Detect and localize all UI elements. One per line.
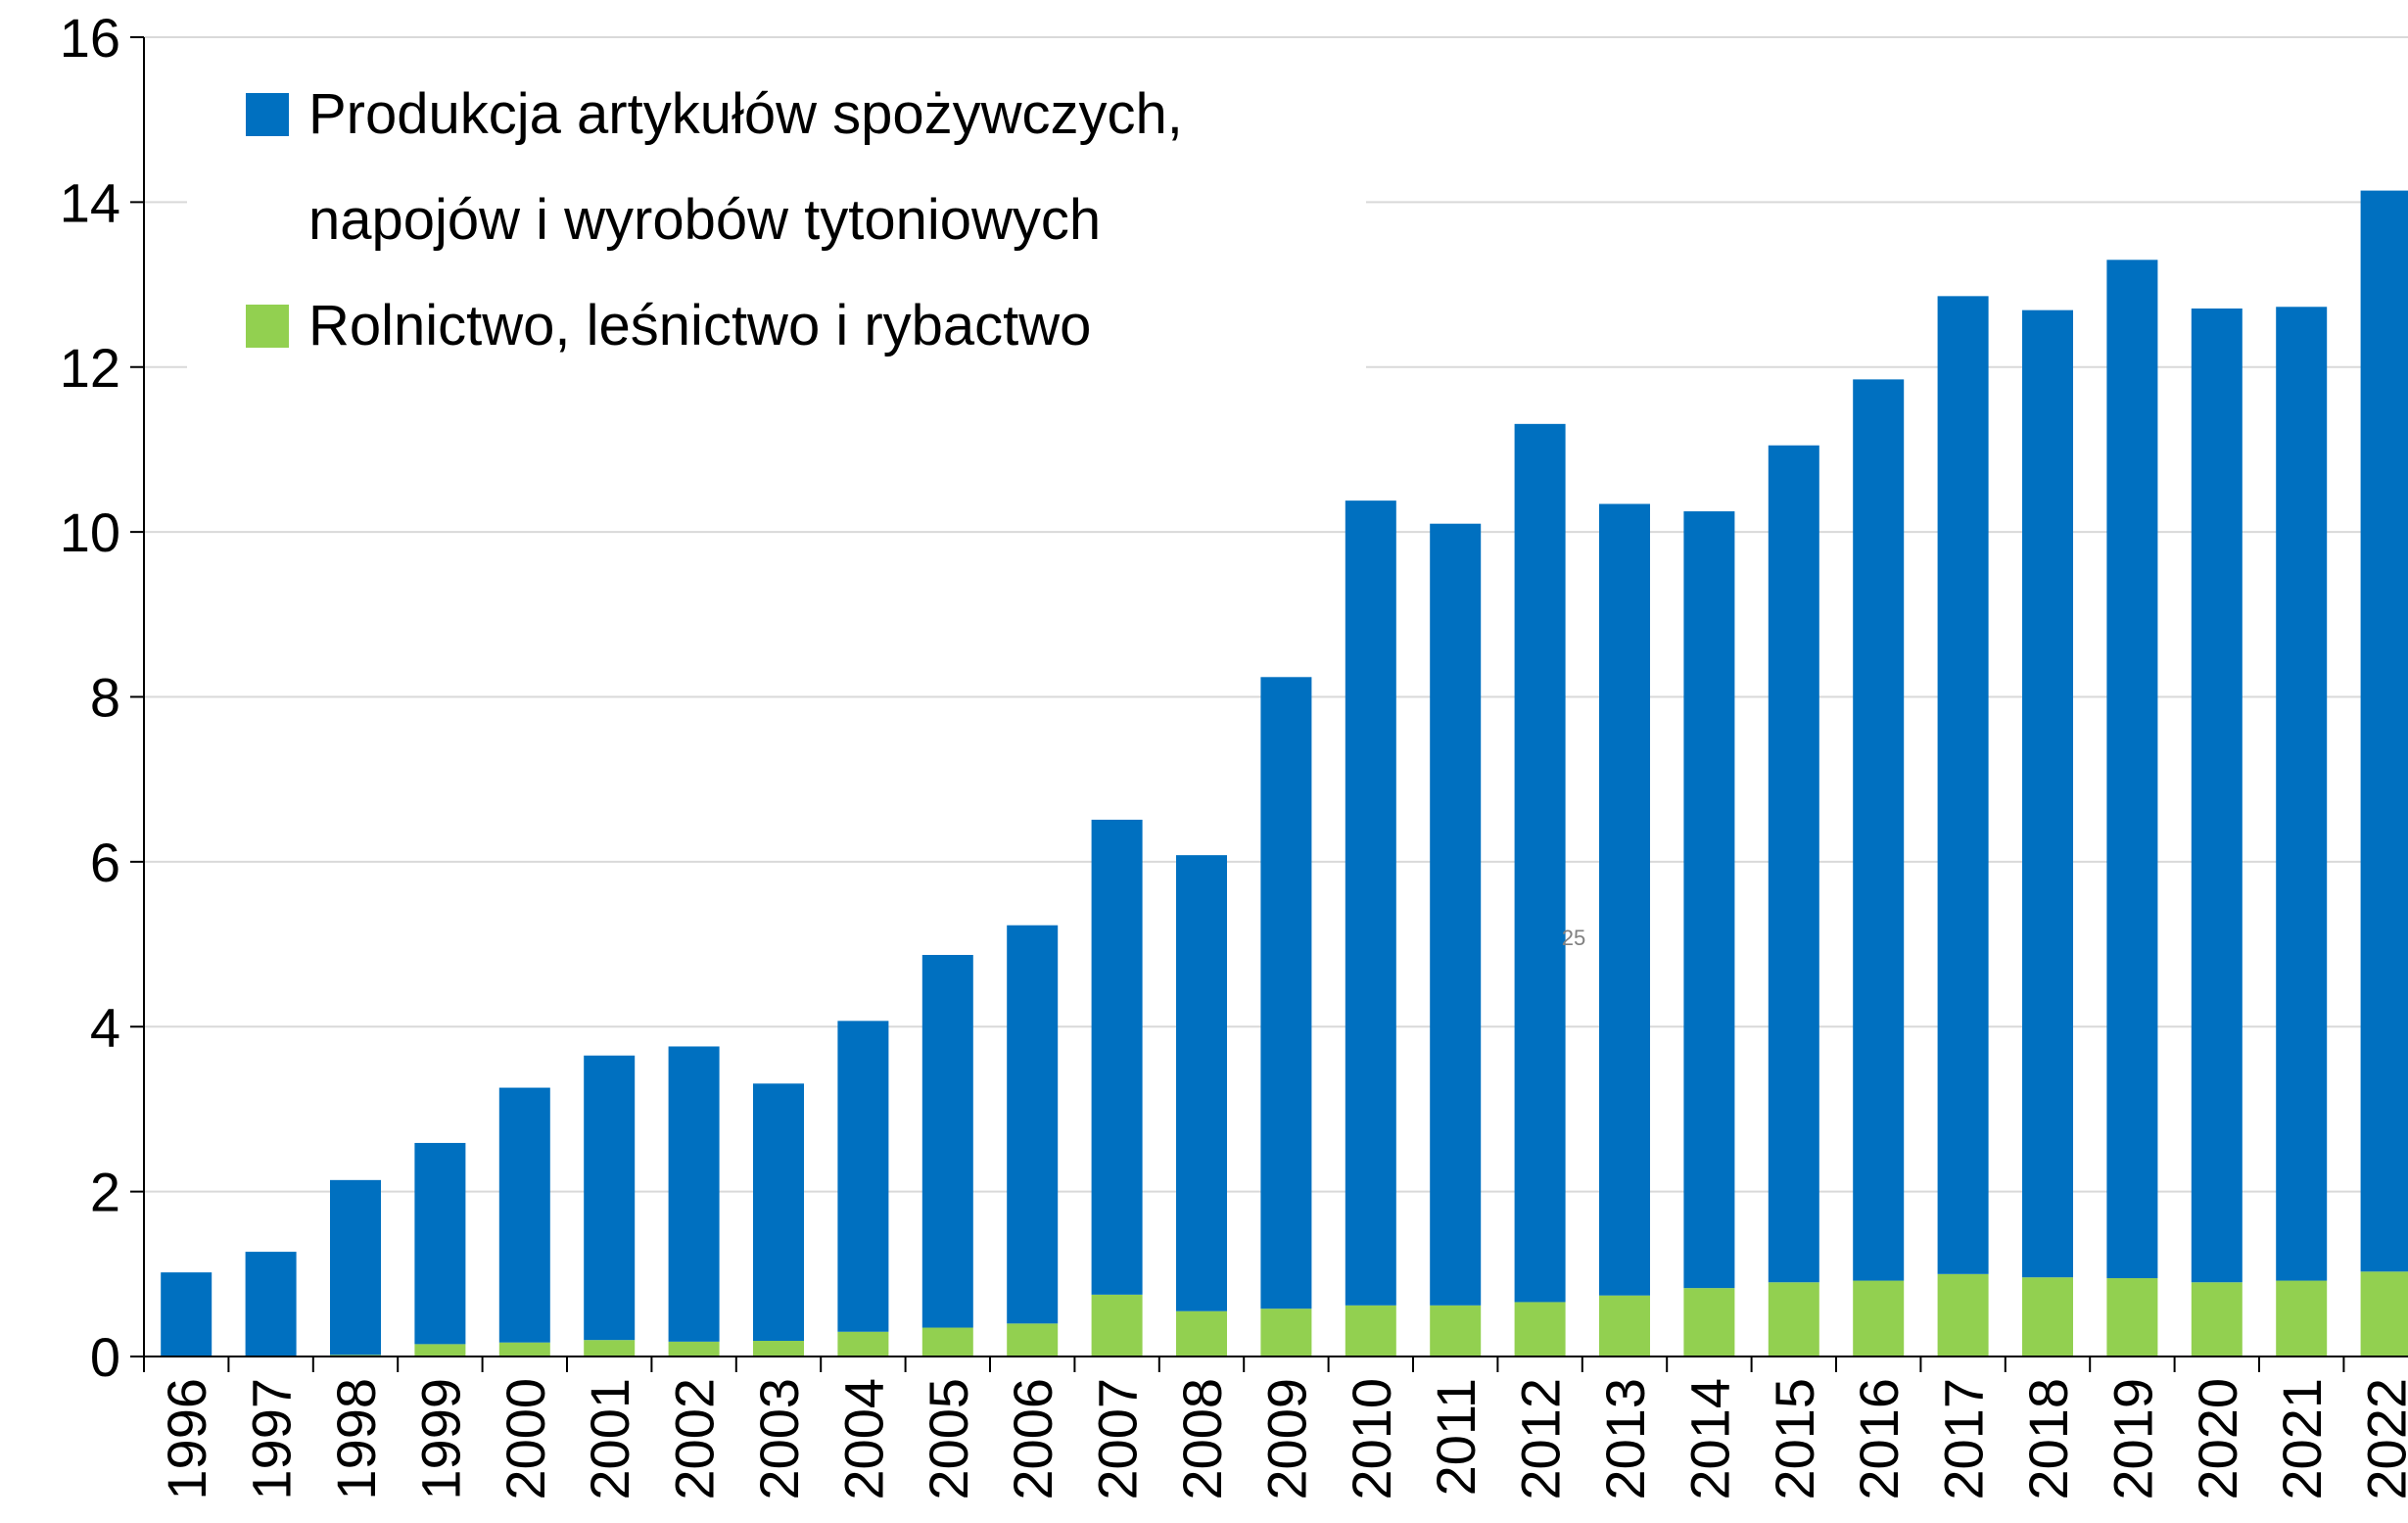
annotation: 25 xyxy=(1562,926,1585,950)
x-tick-label: 2017 xyxy=(1933,1378,1995,1500)
y-tick-label: 0 xyxy=(90,1326,120,1388)
bar xyxy=(1345,500,1396,1306)
x-tick-label: 1999 xyxy=(409,1378,471,1500)
bar xyxy=(584,1340,636,1356)
x-tick-label: 2000 xyxy=(495,1378,556,1500)
bar xyxy=(753,1341,804,1356)
bar xyxy=(1430,1305,1482,1356)
x-tick-label: 2021 xyxy=(2271,1378,2333,1500)
x-tick-label: 2001 xyxy=(579,1378,640,1500)
x-tick-label: 2016 xyxy=(1848,1378,1910,1500)
bar xyxy=(753,1083,804,1342)
bar xyxy=(1007,1323,1059,1356)
x-tick-label: 2020 xyxy=(2187,1378,2248,1500)
bar xyxy=(668,1046,720,1342)
bar xyxy=(2360,1271,2408,1356)
y-tick-label: 8 xyxy=(90,667,120,729)
x-tick-label: 2003 xyxy=(748,1378,810,1500)
bar xyxy=(1430,523,1482,1306)
x-tick-label: 2022 xyxy=(2356,1378,2408,1500)
bar xyxy=(1176,855,1227,1311)
bar xyxy=(330,1179,381,1356)
bar xyxy=(1937,1273,1989,1356)
bar xyxy=(2106,260,2158,1279)
x-tick-label: 2012 xyxy=(1510,1378,1572,1500)
bar xyxy=(1937,296,1989,1274)
legend-item: Rolnictwo, leśnictwo i rybactwo xyxy=(246,273,1346,379)
bar xyxy=(1260,677,1312,1309)
bar xyxy=(2360,190,2408,1272)
x-tick-label: 2006 xyxy=(1002,1378,1063,1500)
y-tick-label: 2 xyxy=(90,1162,120,1223)
x-tick-label: 1996 xyxy=(156,1378,217,1500)
bar xyxy=(584,1055,636,1341)
x-tick-label: 2010 xyxy=(1341,1378,1402,1500)
bar xyxy=(1599,1295,1650,1356)
legend-item: Produkcja artykułów spożywczych, napojów… xyxy=(246,62,1346,273)
bar xyxy=(1514,1302,1566,1356)
x-tick-label: 2015 xyxy=(1764,1378,1825,1500)
bar xyxy=(2276,1280,2328,1356)
bar xyxy=(2022,1277,2073,1356)
bar xyxy=(921,955,973,1328)
x-tick-label: 2008 xyxy=(1171,1378,1233,1500)
x-tick-label: 2002 xyxy=(664,1378,726,1500)
bar xyxy=(1176,1310,1227,1356)
bar xyxy=(498,1087,550,1343)
x-tick-label: 2014 xyxy=(1678,1378,1740,1500)
bar xyxy=(1514,423,1566,1303)
x-tick-label: 2018 xyxy=(2017,1378,2079,1500)
x-tick-label: 2013 xyxy=(1594,1378,1656,1500)
bar xyxy=(2022,309,2073,1278)
y-tick-label: 4 xyxy=(90,996,120,1058)
bar xyxy=(837,1331,889,1356)
bar xyxy=(1768,1282,1819,1356)
bar xyxy=(1007,925,1059,1324)
bar xyxy=(245,1252,297,1356)
bar xyxy=(2276,307,2328,1281)
y-tick-label: 16 xyxy=(60,7,120,69)
bar xyxy=(837,1021,889,1332)
bar xyxy=(498,1342,550,1356)
x-tick-label: 2004 xyxy=(832,1378,894,1500)
bar xyxy=(414,1344,466,1356)
legend-label: Produkcja artykułów spożywczych, napojów… xyxy=(308,82,1183,252)
bar xyxy=(1768,445,1819,1283)
bar xyxy=(414,1142,466,1345)
legend: Produkcja artykułów spożywczych, napojów… xyxy=(187,62,1366,460)
y-tick-label: 10 xyxy=(60,501,120,563)
x-tick-label: 1997 xyxy=(241,1378,303,1500)
y-tick-label: 6 xyxy=(90,832,120,893)
bar xyxy=(1683,511,1735,1289)
legend-swatch xyxy=(246,305,289,348)
bar xyxy=(2106,1278,2158,1356)
x-tick-label: 2007 xyxy=(1087,1378,1149,1500)
bar xyxy=(1260,1309,1312,1356)
bar xyxy=(1683,1288,1735,1356)
x-tick-label: 2019 xyxy=(2101,1378,2163,1500)
x-tick-label: 2011 xyxy=(1425,1378,1487,1496)
x-tick-label: 1998 xyxy=(325,1378,387,1500)
x-tick-label: 2005 xyxy=(918,1378,979,1500)
bar xyxy=(2191,308,2243,1283)
bar xyxy=(1091,819,1143,1295)
bar xyxy=(1853,1280,1905,1356)
x-tick-label: 2009 xyxy=(1255,1378,1317,1500)
bar xyxy=(921,1327,973,1356)
bar xyxy=(1091,1294,1143,1356)
legend-swatch xyxy=(246,93,289,136)
bar xyxy=(2191,1282,2243,1356)
y-tick-label: 12 xyxy=(60,337,120,399)
bar xyxy=(1599,503,1650,1296)
bar xyxy=(1345,1305,1396,1356)
y-tick-label: 14 xyxy=(60,171,120,233)
bar xyxy=(161,1272,212,1356)
legend-label: Rolnictwo, leśnictwo i rybactwo xyxy=(308,294,1092,357)
bar xyxy=(1853,379,1905,1281)
bar xyxy=(668,1341,720,1356)
